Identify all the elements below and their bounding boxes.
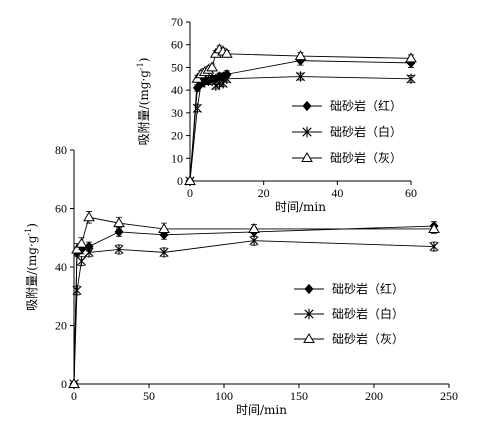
- data-point: [72, 285, 82, 296]
- x-tick-label: 50: [143, 389, 155, 403]
- data-point: [249, 235, 259, 246]
- x-tick-label: 20: [258, 186, 270, 200]
- legend-label: 础砂岩（灰）: [330, 150, 402, 165]
- legend-marker: [302, 100, 312, 112]
- y-axis-title-close: ): [137, 58, 151, 63]
- legend-marker: [303, 333, 315, 343]
- data-point: [159, 247, 169, 258]
- series-line: [73, 240, 435, 385]
- x-tick-label: 100: [215, 389, 233, 403]
- x-axis-title: 时间/min: [236, 403, 287, 417]
- x-tick-label: 150: [290, 389, 308, 403]
- y-axis-title-superscript: -1: [24, 228, 33, 236]
- data-point: [405, 52, 417, 63]
- legend-label: 础砂岩（灰）: [332, 331, 404, 346]
- legend: 础砂岩（红） 础砂岩（白） 础砂岩（灰）: [292, 98, 402, 165]
- y-axis-title-close: ): [25, 223, 39, 228]
- y-axis-title-superscript: -1: [136, 62, 145, 70]
- y-tick-label: 60: [55, 202, 67, 216]
- legend-label: 础砂岩（红）: [330, 98, 402, 113]
- data-point: [75, 237, 88, 248]
- legend-marker: [301, 152, 313, 162]
- series-1: [185, 71, 416, 187]
- y-tick-label: 70: [171, 15, 183, 29]
- x-tick-label: 200: [365, 389, 383, 403]
- x-tick-label: 0: [187, 186, 193, 200]
- main-chart: 0 50 100 150 200 250020406080时间/min吸附量/(mg·g-…: [24, 143, 458, 417]
- data-point: [295, 71, 306, 82]
- y-tick-label: 30: [171, 106, 183, 120]
- x-axis-title: 时间/min: [275, 200, 326, 214]
- data-point: [294, 50, 307, 61]
- inset-background: [138, 14, 428, 221]
- legend: 础砂岩（红） 础砂岩（白） 础砂岩（灰）: [294, 281, 404, 346]
- x-tick-label: 250: [440, 389, 458, 403]
- data-point: [192, 103, 202, 114]
- y-tick-label: 60: [171, 38, 183, 52]
- data-point: [406, 73, 416, 84]
- data-point: [428, 222, 440, 233]
- y-tick-label: 0: [61, 377, 67, 391]
- y-axis-title-main: 吸附量/(mg·g: [137, 70, 151, 146]
- data-point: [76, 255, 87, 267]
- y-tick-label: 80: [55, 143, 67, 157]
- data-point: [184, 175, 196, 185]
- legend-marker: [304, 308, 314, 320]
- data-point: [71, 243, 83, 254]
- series-0: [69, 220, 439, 390]
- data-point: [158, 222, 170, 233]
- data-point: [83, 211, 95, 222]
- data-point: [84, 247, 94, 258]
- y-tick-label: 50: [171, 60, 183, 74]
- legend-marker: [302, 126, 312, 138]
- legend-label: 础砂岩（红）: [332, 281, 404, 296]
- y-tick-label: 20: [55, 319, 67, 333]
- data-point: [206, 61, 218, 72]
- data-point: [113, 217, 125, 228]
- x-tick-label: 60: [405, 186, 417, 200]
- x-tick-label: 40: [331, 186, 343, 200]
- data-point: [220, 47, 233, 58]
- series-2: [68, 211, 440, 388]
- legend-marker: [304, 283, 314, 295]
- data-point: [68, 378, 80, 388]
- legend-label: 础砂岩（白）: [330, 124, 402, 139]
- data-point: [248, 222, 260, 233]
- data-point: [207, 75, 217, 87]
- inset-chart: 0 20 40 60 0 10 20 30 40 50 60 70 时间/min 吸附量/(mg·g-1)…: [136, 14, 428, 221]
- y-axis-title: 吸附量/(mg·g-1): [136, 58, 151, 146]
- legend-label: 础砂岩（白）: [332, 306, 404, 321]
- data-point: [114, 226, 124, 238]
- y-tick-label: 0: [177, 174, 183, 188]
- x-tick-label: 0: [71, 389, 77, 403]
- data-point: [218, 78, 228, 89]
- y-tick-label: 10: [171, 151, 183, 165]
- y-axis-title-main: 吸附量/(mg·g: [25, 235, 39, 311]
- data-point: [429, 241, 439, 252]
- series-2: [184, 43, 417, 185]
- data-point: [114, 244, 124, 255]
- data-point: [222, 73, 232, 84]
- y-tick-label: 20: [171, 129, 183, 143]
- y-tick-label: 40: [171, 83, 183, 97]
- y-axis-title: 吸附量/(mg·g-1): [24, 223, 39, 311]
- y-tick-label: 40: [55, 260, 67, 274]
- series-1: [69, 235, 439, 390]
